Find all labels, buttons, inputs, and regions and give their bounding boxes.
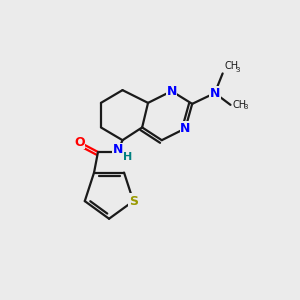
Text: N: N [167, 85, 177, 98]
Text: 3: 3 [243, 104, 248, 110]
Text: CH: CH [232, 100, 247, 110]
Text: S: S [129, 195, 138, 208]
Text: N: N [210, 87, 220, 100]
Text: O: O [74, 136, 85, 148]
Text: N: N [180, 122, 190, 135]
Text: 3: 3 [236, 68, 240, 74]
Text: H: H [123, 152, 132, 162]
Text: CH: CH [225, 61, 239, 71]
Text: N: N [112, 143, 123, 157]
